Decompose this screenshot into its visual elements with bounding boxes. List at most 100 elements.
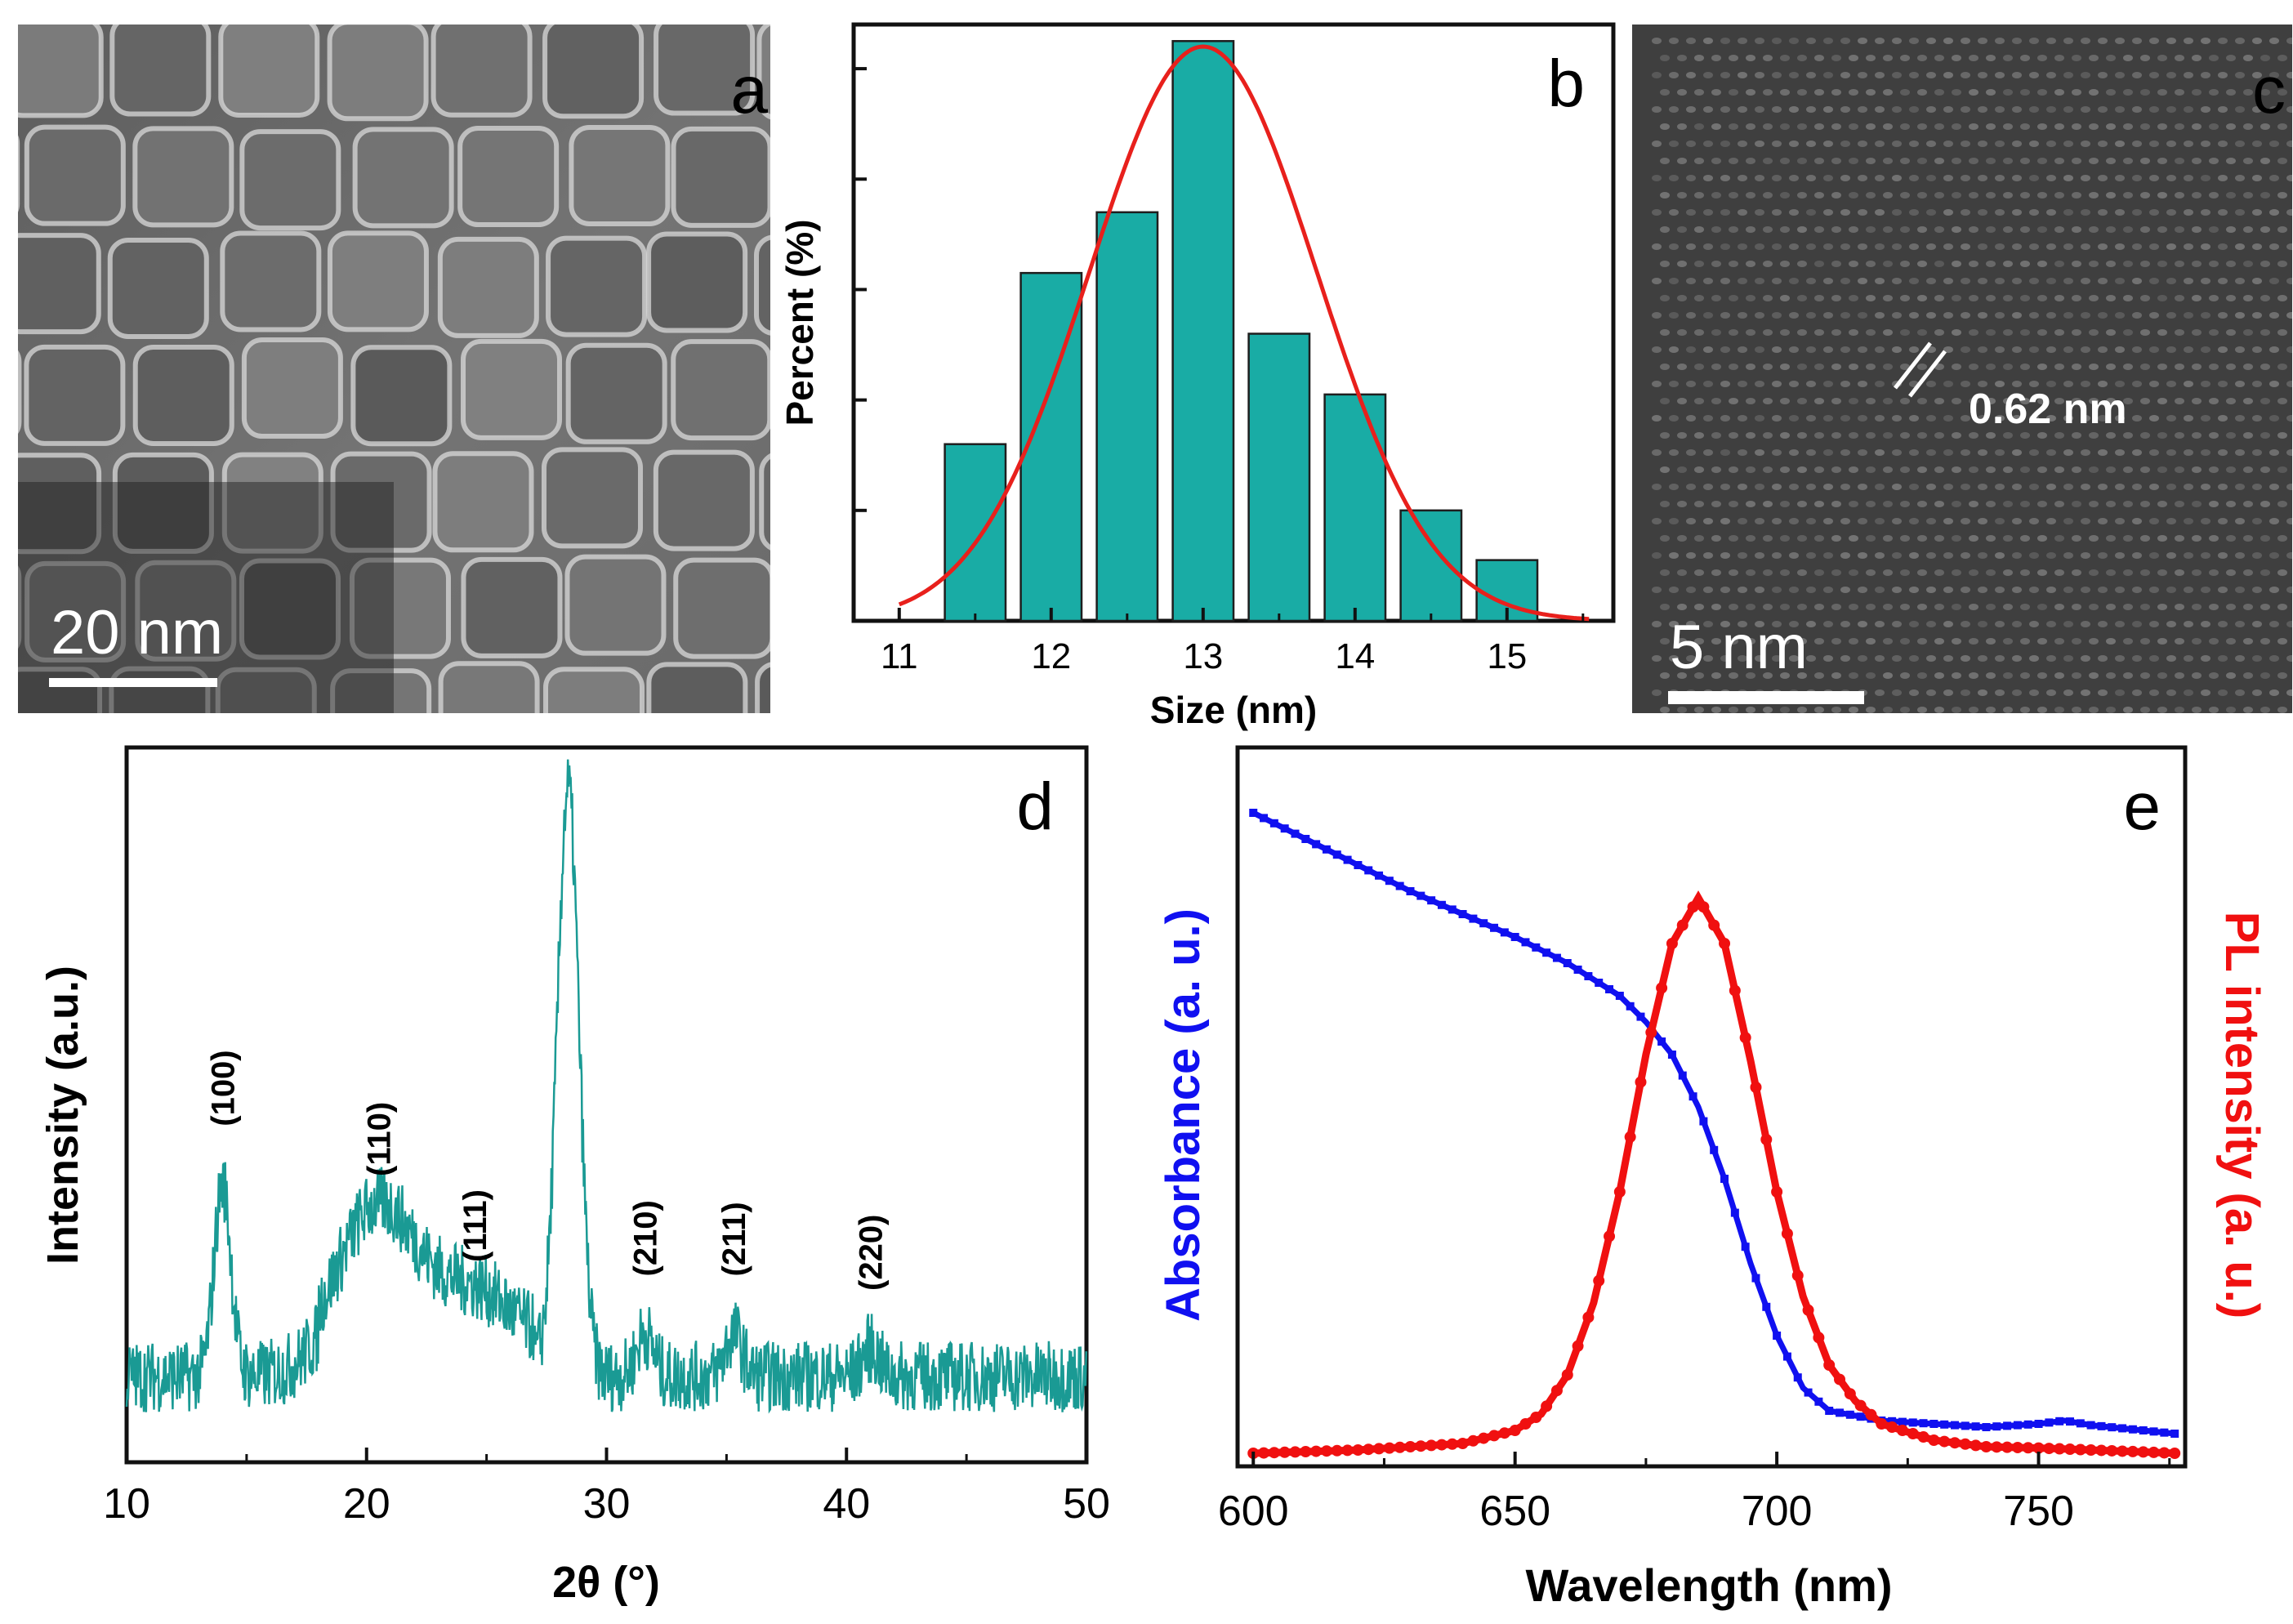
size-histogram: 11 12 13 14 15 b Size (nm) Percent (%): [778, 22, 1616, 731]
lattice-dot: [2277, 501, 2287, 507]
absorbance-point: [2086, 1421, 2095, 1430]
lattice-dot: [1969, 364, 1978, 370]
lattice-dot: [1686, 312, 1696, 319]
lattice-dot: [1797, 261, 1807, 267]
lattice-dot: [1738, 243, 1747, 250]
lattice-dot: [1669, 552, 1679, 559]
lattice-dot: [1926, 621, 1936, 627]
lattice-dot: [1995, 106, 2005, 113]
lattice-dot: [1831, 364, 1841, 370]
y-axis-label-right-e: PL intensity (a. u.): [2215, 912, 2268, 1318]
lattice-dot: [2140, 466, 2150, 473]
lattice-dot: [2063, 484, 2073, 490]
nanocube: [755, 662, 770, 713]
lattice-dot: [1840, 243, 1850, 250]
absorbance-point: [2128, 1425, 2137, 1434]
lattice-dot: [1720, 278, 1730, 284]
lattice-dot: [1934, 329, 1944, 336]
lattice-dot: [2072, 604, 2081, 610]
lattice-dot: [2115, 689, 2125, 696]
lattice-dot: [1686, 552, 1696, 559]
lattice-dot: [2106, 295, 2116, 301]
absorbance-point: [1741, 1243, 1750, 1251]
lattice-dot: [1917, 569, 1927, 576]
lattice-dot: [2184, 655, 2193, 662]
lattice-dot: [2020, 432, 2030, 439]
lattice-dot: [2184, 587, 2193, 593]
lattice-dot: [1969, 707, 1978, 713]
lattice-dot: [1995, 415, 2005, 422]
lattice-dot: [2226, 569, 2236, 576]
nanocube: [756, 25, 770, 120]
lattice-dot: [1883, 398, 1893, 404]
x-tick-label-b: 14: [1335, 636, 1375, 676]
lattice-dot: [2235, 209, 2245, 216]
lattice-dot: [1875, 587, 1885, 593]
lattice-dot: [2123, 329, 2133, 336]
lattice-dot: [2081, 72, 2090, 78]
lattice-dot: [2269, 141, 2279, 147]
lattice-dot: [1986, 55, 1996, 61]
lattice-dot: [2277, 123, 2287, 130]
lattice-dot: [1711, 226, 1721, 233]
absorbance-point: [1437, 900, 1446, 909]
lattice-dot: [1823, 587, 1833, 593]
lattice-dot: [2132, 72, 2142, 78]
lattice-dot: [1866, 192, 1876, 199]
lattice-dot: [2098, 381, 2108, 387]
lattice-dot: [2089, 261, 2099, 267]
lattice-dot: [2252, 106, 2262, 113]
lattice-dot: [1823, 106, 1833, 113]
lattice-dot: [2098, 484, 2108, 490]
lattice-dot: [1746, 226, 1755, 233]
lattice-dot: [2012, 552, 2022, 559]
lattice-dot: [1943, 381, 1953, 387]
lattice-dot: [2046, 243, 2056, 250]
lattice-dot: [1943, 141, 1953, 147]
lattice-dot: [2192, 569, 2202, 576]
lattice-dot: [2037, 672, 2047, 679]
lattice-dot: [1652, 141, 1662, 147]
lattice-dot: [1652, 175, 1662, 181]
lattice-dot: [1995, 243, 2005, 250]
lattice-dot: [2286, 381, 2292, 387]
lattice-dot: [2184, 209, 2193, 216]
x-tick-label-d: 10: [103, 1480, 150, 1528]
lattice-dot: [1797, 466, 1807, 473]
pl-point: [1425, 1439, 1438, 1452]
lattice-dot: [1849, 569, 1858, 576]
lattice-dot: [2260, 398, 2270, 404]
nanocube: [671, 339, 770, 441]
lattice-dot: [1858, 346, 1867, 353]
lattice-dot: [1677, 123, 1687, 130]
x-tick-label-b: 12: [1031, 636, 1071, 676]
pl-point: [2011, 1441, 2023, 1453]
lattice-dot: [1806, 72, 1816, 78]
lattice-dot: [2157, 466, 2167, 473]
lattice-dot: [2106, 638, 2116, 645]
lattice-dot: [1866, 398, 1876, 404]
lattice-dot: [2166, 243, 2176, 250]
lattice-dot: [1694, 638, 1704, 645]
lattice-dot: [2054, 329, 2064, 336]
lattice-dot: [2260, 569, 2270, 576]
absorbance-point: [1406, 887, 1415, 895]
lattice-dot: [1780, 466, 1790, 473]
lattice-dot: [1669, 243, 1679, 250]
lattice-dot: [2192, 535, 2202, 542]
lattice-dot: [2269, 655, 2279, 662]
lattice-dot: [2132, 689, 2142, 696]
lattice-dot: [2149, 346, 2159, 353]
lattice-dot: [2269, 381, 2279, 387]
lattice-dot: [1892, 552, 1902, 559]
lattice-dot: [2184, 141, 2193, 147]
lattice-dot: [2260, 604, 2270, 610]
lattice-dot: [2089, 226, 2099, 233]
lattice-dot: [1652, 209, 1662, 216]
lattice-dot: [2029, 312, 2039, 319]
pl-point: [1802, 1304, 1814, 1316]
nanocube: [109, 25, 212, 117]
lattice-dot: [1917, 123, 1927, 130]
lattice-dot: [1866, 432, 1876, 439]
lattice-dot: [1909, 175, 1919, 181]
